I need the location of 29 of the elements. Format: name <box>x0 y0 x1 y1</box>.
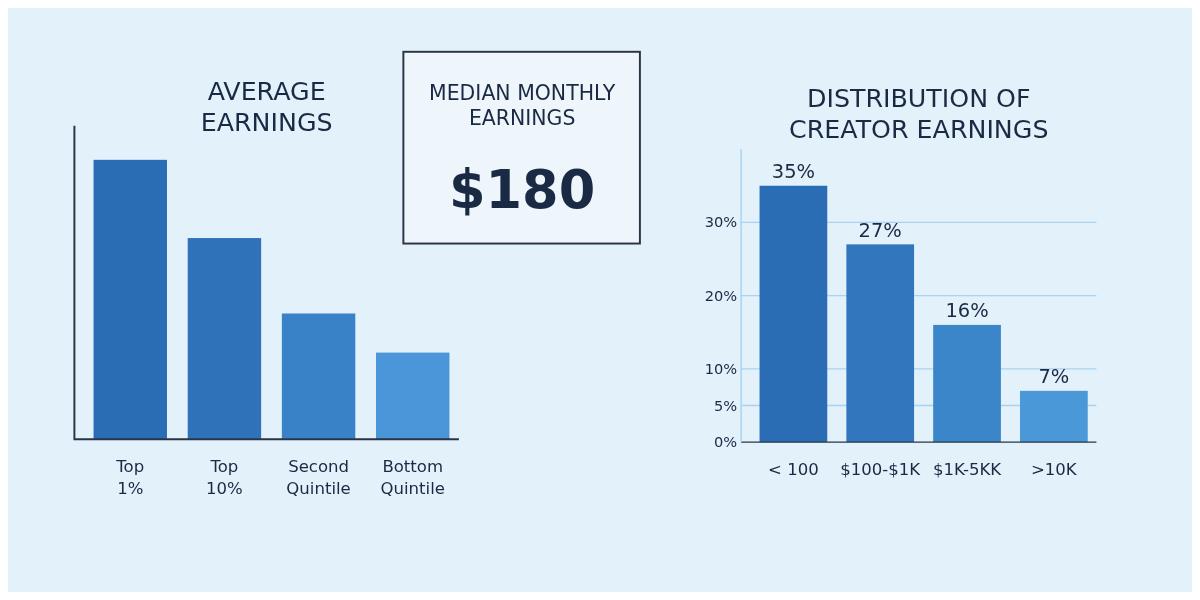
x-tick-label: Top 1% <box>115 457 145 498</box>
bar <box>933 324 1001 443</box>
chart-title: AVERAGE EARNINGS <box>200 77 333 137</box>
bar <box>376 352 450 440</box>
bar <box>846 244 915 443</box>
annotation: $180 <box>449 158 596 220</box>
text: MEDIAN MONTHLY EARNINGS <box>429 81 616 130</box>
x-tick-label: Second Quintile <box>286 457 351 498</box>
chart-title: DISTRIBUTION OF CREATOR EARNINGS <box>789 84 1049 144</box>
bar <box>93 159 167 440</box>
x-tick-label: Bottom Quintile <box>380 457 445 498</box>
y-tick-label: 10% <box>704 359 738 377</box>
y-tick-label: 30% <box>704 213 738 231</box>
x-tick-label: Top 10% <box>206 457 243 498</box>
y-tick-label: 5% <box>714 396 738 414</box>
data-label: 16% <box>945 299 989 323</box>
x-tick-label: < 100 <box>768 460 819 480</box>
bar <box>759 185 828 443</box>
x-tick-label: >10K <box>1030 460 1078 480</box>
y-tick-label: 20% <box>704 286 738 304</box>
y-tick-label: 0% <box>714 433 738 451</box>
bar <box>1020 390 1088 443</box>
bar <box>281 313 356 440</box>
data-label: 27% <box>858 218 902 242</box>
data-label: 7% <box>1038 365 1070 389</box>
data-label: 35% <box>771 159 816 183</box>
x-tick-label: $1K-5KK <box>932 460 1003 480</box>
bar <box>187 238 262 440</box>
x-tick-label: $100-$1K <box>840 460 922 480</box>
